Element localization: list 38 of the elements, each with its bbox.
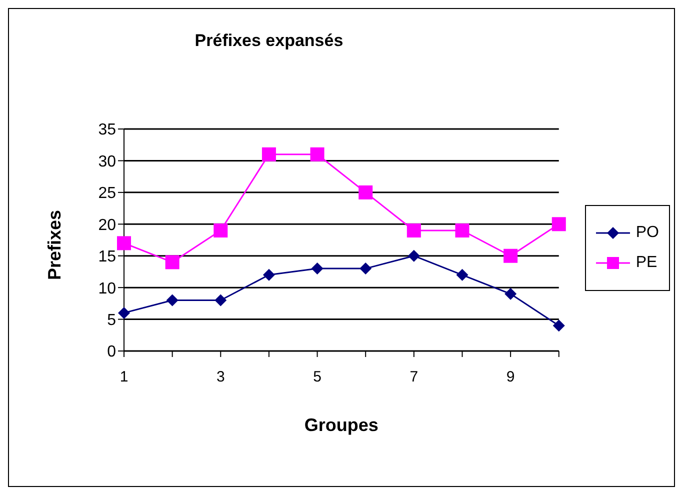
point <box>310 147 324 162</box>
point <box>358 185 373 200</box>
y-tick-label: 5 <box>107 312 116 329</box>
point <box>408 250 420 262</box>
x-tick-label: 5 <box>313 368 322 386</box>
y-tick-label: 25 <box>98 185 116 202</box>
x-tick-label: 1 <box>120 368 128 386</box>
legend-label: PO <box>636 222 659 242</box>
point <box>165 255 180 270</box>
point <box>552 217 566 232</box>
point <box>455 223 470 238</box>
point <box>504 288 517 300</box>
point <box>262 268 275 281</box>
chart-title: Préfixes expansés <box>194 31 344 51</box>
x-tick-label: 3 <box>216 368 225 386</box>
point <box>504 248 518 263</box>
y-tick-label: 0 <box>107 344 116 361</box>
y-tick-label: 30 <box>98 153 116 170</box>
y-tick-label: 15 <box>98 248 116 266</box>
point <box>166 294 178 306</box>
x-tick-label: 9 <box>506 368 515 386</box>
point <box>214 294 227 306</box>
point <box>118 306 130 319</box>
point <box>456 268 468 281</box>
point <box>117 236 131 250</box>
y-tick-label: 10 <box>98 280 116 298</box>
x-axis-title: Groupes <box>304 415 378 435</box>
point <box>262 147 276 162</box>
y-tick-label: 20 <box>98 216 116 234</box>
x-tick-label: 7 <box>410 368 418 386</box>
y-tick-label: 35 <box>98 122 116 139</box>
point <box>552 320 565 332</box>
legend-label: PE <box>636 252 658 272</box>
point <box>360 262 372 275</box>
point <box>406 223 421 238</box>
point <box>214 223 228 238</box>
y-axis-title: Prefixes <box>44 210 64 280</box>
point <box>311 262 324 275</box>
